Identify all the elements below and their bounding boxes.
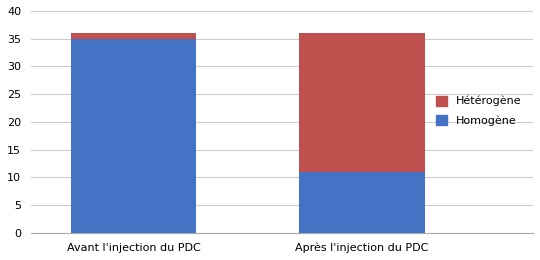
Bar — [71, 33, 197, 39]
Bar — [71, 39, 197, 233]
Bar — [299, 172, 424, 233]
Bar — [299, 33, 424, 172]
Legend: Hétérogène, Homogène: Hétérogène, Homogène — [431, 90, 528, 132]
